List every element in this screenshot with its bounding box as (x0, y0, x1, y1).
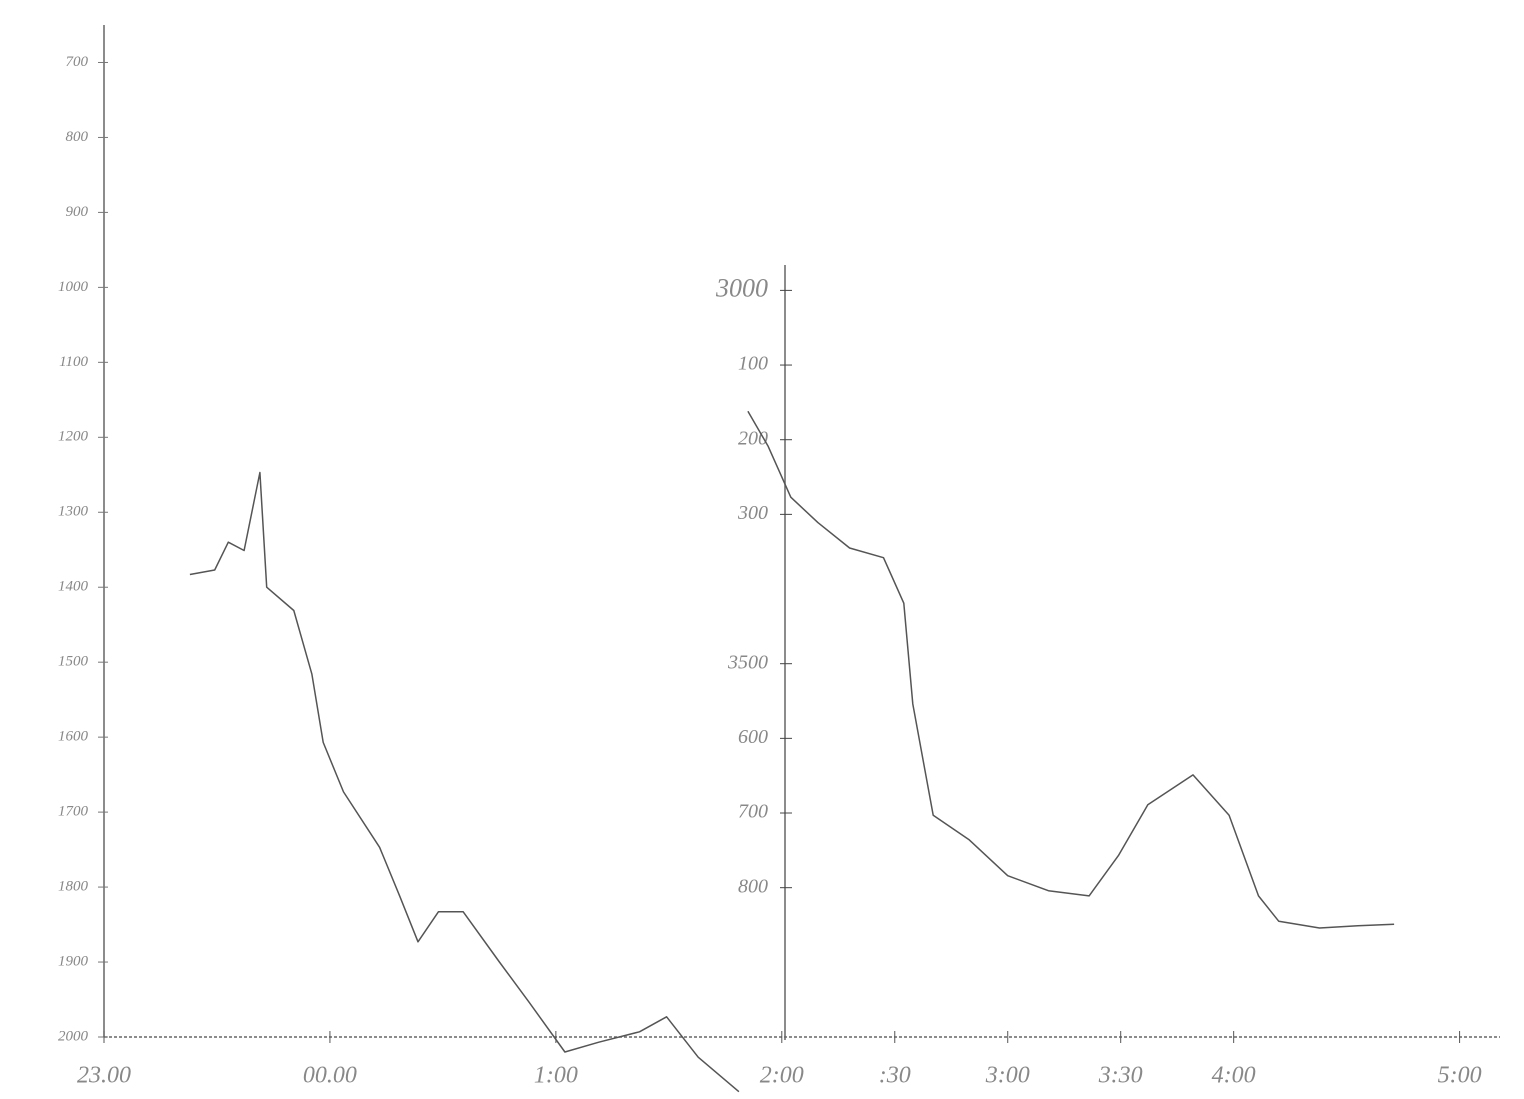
x-tick-label: 3:30 (1098, 1063, 1143, 1089)
y-tick-label: 1100 (59, 354, 88, 370)
x-tick-label: 3:00 (985, 1063, 1030, 1089)
y2-tick-label: 600 (738, 726, 768, 748)
x-tick-label: 4:00 (1212, 1063, 1256, 1089)
y2-tick-label: 100 (738, 353, 768, 375)
x-tick-label: 00.00 (303, 1063, 357, 1089)
y-tick-label: 1700 (58, 804, 89, 820)
y-tick-label: 900 (66, 204, 89, 220)
x-tick-label: :30 (879, 1063, 911, 1089)
x-tick-label: 23.00 (77, 1063, 131, 1089)
y-tick-label: 2000 (58, 1028, 89, 1044)
y-tick-label: 1200 (58, 429, 89, 445)
y-tick-label: 1900 (58, 953, 89, 969)
y2-tick-label: 3500 (727, 651, 768, 673)
data-line (189, 471, 740, 1093)
y2-tick-label: 800 (738, 875, 768, 897)
y-tick-label: 1600 (58, 729, 89, 745)
y-tick-label: 1000 (58, 279, 89, 295)
y-tick-label: 700 (66, 54, 89, 70)
y2-tick-label: 300 (737, 502, 768, 524)
y2-tick-label: 700 (738, 801, 768, 823)
y-tick-label: 1300 (58, 504, 89, 520)
x-tick-label: 1:00 (534, 1063, 578, 1089)
y-tick-label: 1400 (58, 579, 89, 595)
y-tick-label: 800 (66, 129, 89, 145)
data-line (747, 410, 1395, 929)
y-tick-label: 1500 (58, 654, 89, 670)
x-tick-label: 2:00 (760, 1063, 804, 1089)
y-tick-label: 1800 (58, 879, 89, 895)
x-tick-label: 5:00 (1438, 1063, 1482, 1089)
y2-tick-label: 3000 (715, 273, 768, 302)
